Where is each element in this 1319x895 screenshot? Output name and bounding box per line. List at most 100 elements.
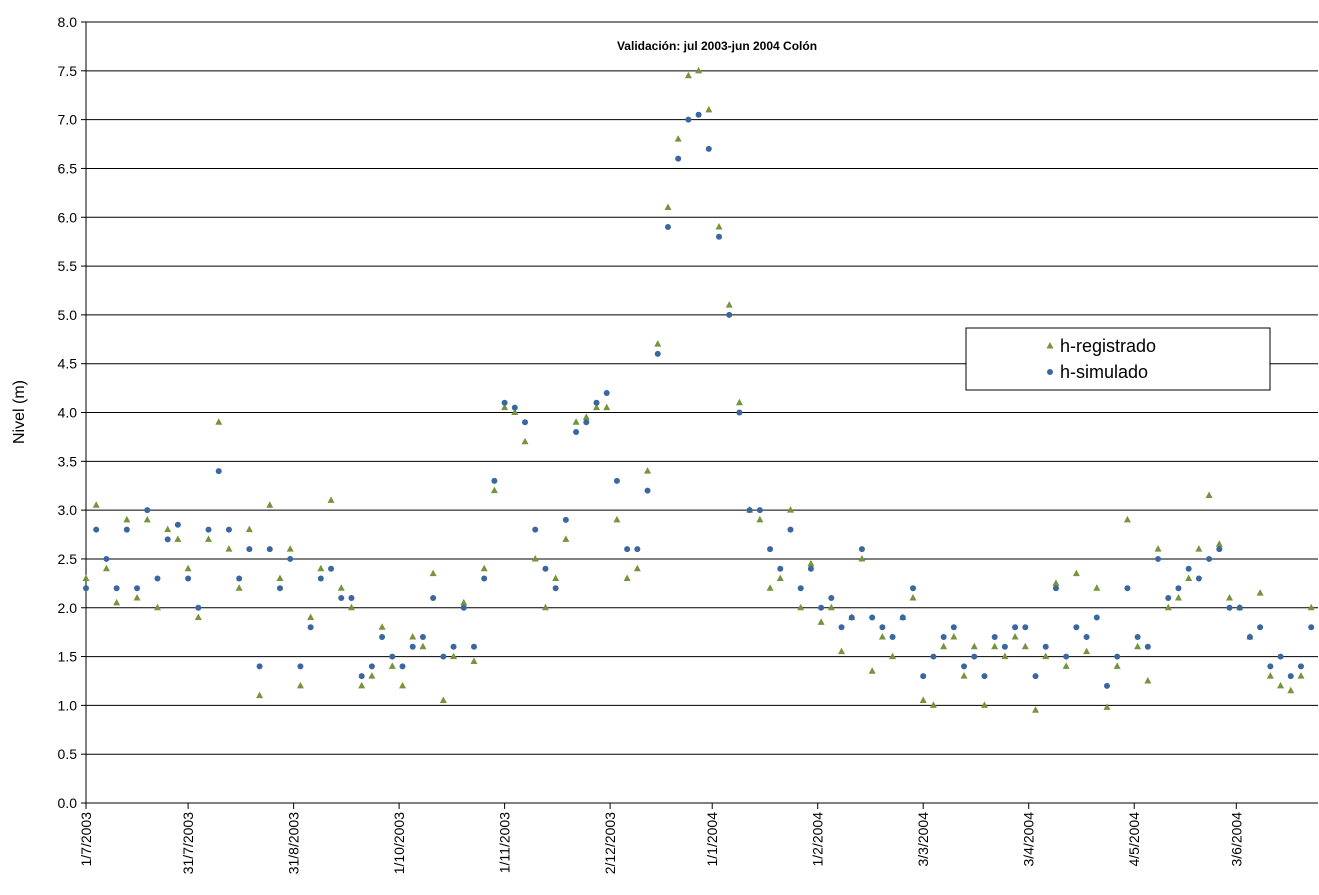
data-point bbox=[1165, 594, 1172, 601]
data-point bbox=[960, 672, 968, 679]
data-point bbox=[777, 565, 784, 572]
data-point bbox=[603, 403, 611, 411]
data-point bbox=[787, 526, 794, 533]
data-point bbox=[184, 564, 192, 572]
data-point bbox=[235, 584, 243, 591]
data-point bbox=[1266, 672, 1274, 679]
data-point bbox=[480, 564, 488, 572]
data-point bbox=[623, 574, 631, 581]
data-point bbox=[1123, 515, 1131, 523]
data-point bbox=[511, 408, 519, 415]
data-point bbox=[164, 536, 171, 543]
data-point bbox=[654, 340, 662, 347]
data-point bbox=[1154, 545, 1162, 552]
data-point bbox=[807, 565, 814, 572]
data-point bbox=[756, 515, 764, 523]
data-point bbox=[317, 564, 325, 572]
data-point bbox=[981, 673, 988, 680]
data-point bbox=[439, 696, 447, 703]
x-tick-label: 31/7/2003 bbox=[180, 812, 196, 874]
data-point bbox=[1083, 647, 1091, 655]
data-point bbox=[348, 594, 355, 601]
data-point bbox=[307, 613, 315, 621]
data-point bbox=[950, 633, 958, 640]
data-point bbox=[552, 574, 560, 581]
data-point bbox=[399, 663, 406, 670]
data-point bbox=[337, 584, 345, 591]
data-point bbox=[481, 575, 488, 582]
data-point bbox=[858, 554, 866, 562]
data-point bbox=[869, 614, 876, 621]
data-point bbox=[705, 145, 712, 152]
data-point bbox=[347, 603, 355, 611]
data-point bbox=[287, 555, 294, 562]
y-tick-label: 2.0 bbox=[58, 600, 78, 616]
data-point bbox=[950, 624, 957, 631]
data-point bbox=[1226, 604, 1233, 611]
data-point bbox=[592, 403, 600, 411]
data-point bbox=[654, 350, 661, 357]
data-point bbox=[572, 418, 580, 425]
y-tick-label: 3.0 bbox=[58, 502, 78, 518]
data-point bbox=[817, 618, 825, 625]
data-point bbox=[674, 135, 682, 142]
data-point bbox=[1175, 585, 1182, 592]
data-point bbox=[1155, 555, 1162, 562]
data-point bbox=[889, 634, 896, 641]
data-point bbox=[531, 554, 539, 562]
data-point bbox=[296, 681, 304, 689]
data-point bbox=[695, 66, 703, 74]
data-point bbox=[899, 614, 906, 621]
data-point bbox=[725, 301, 733, 308]
data-point bbox=[246, 546, 253, 553]
data-point bbox=[429, 569, 437, 577]
data-point bbox=[1205, 491, 1213, 498]
data-point bbox=[552, 585, 559, 592]
data-point bbox=[83, 585, 89, 592]
data-point bbox=[542, 565, 549, 572]
data-point bbox=[1093, 614, 1100, 621]
data-point bbox=[1113, 662, 1121, 669]
data-point bbox=[174, 535, 182, 542]
data-point bbox=[541, 603, 549, 611]
data-point bbox=[297, 663, 304, 670]
x-tick-label: 1/7/2003 bbox=[78, 812, 94, 867]
x-tick-label: 2/12/2003 bbox=[602, 812, 618, 874]
data-point bbox=[797, 603, 805, 611]
data-point bbox=[1052, 585, 1059, 592]
data-point bbox=[797, 585, 804, 592]
data-point bbox=[940, 642, 948, 650]
data-point bbox=[1174, 593, 1182, 601]
data-point bbox=[1185, 574, 1193, 581]
data-point bbox=[583, 419, 590, 426]
y-tick-label: 0.0 bbox=[58, 795, 78, 811]
data-point bbox=[1287, 673, 1294, 680]
data-point bbox=[307, 624, 314, 631]
data-point bbox=[450, 643, 457, 650]
data-point bbox=[1001, 643, 1008, 650]
data-point bbox=[1257, 624, 1264, 631]
data-point bbox=[1062, 662, 1070, 669]
data-point bbox=[266, 546, 273, 553]
data-point bbox=[1022, 624, 1029, 631]
data-point bbox=[910, 585, 917, 592]
data-point bbox=[123, 515, 131, 523]
data-point bbox=[93, 526, 100, 533]
data-point bbox=[440, 653, 447, 660]
x-tick-label: 1/10/2003 bbox=[391, 812, 407, 874]
data-point bbox=[736, 409, 743, 416]
data-point bbox=[746, 507, 753, 514]
data-point bbox=[256, 663, 263, 670]
data-point bbox=[858, 546, 865, 553]
data-point bbox=[143, 515, 151, 523]
data-point bbox=[1072, 569, 1080, 577]
data-point bbox=[1297, 672, 1305, 679]
data-point bbox=[276, 585, 283, 592]
data-point bbox=[1277, 653, 1284, 660]
data-point bbox=[144, 507, 151, 514]
data-point bbox=[1124, 585, 1131, 592]
data-point bbox=[633, 564, 641, 572]
data-point bbox=[603, 389, 610, 396]
data-point bbox=[1307, 603, 1315, 611]
y-tick-label: 1.0 bbox=[58, 697, 78, 713]
